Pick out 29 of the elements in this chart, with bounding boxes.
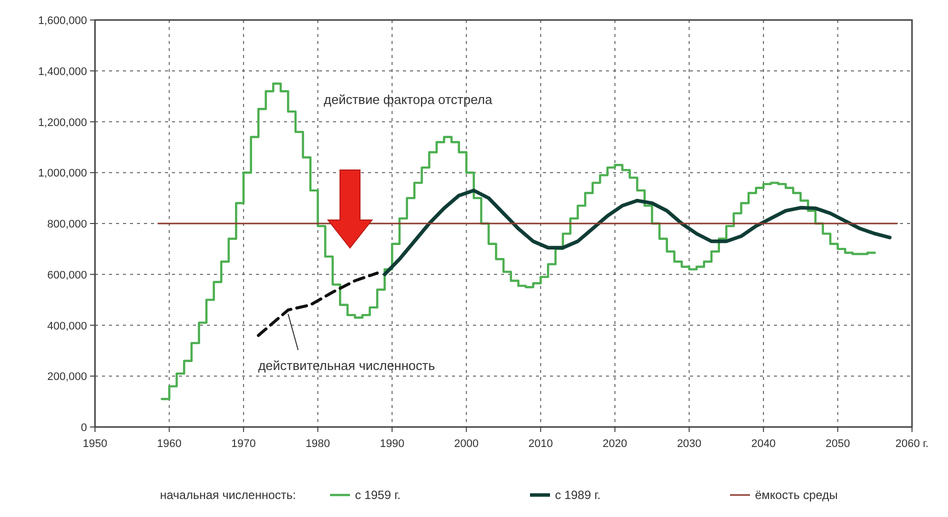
line-series — [256, 272, 379, 337]
x-tick-label: 1950 — [82, 438, 108, 450]
y-tick-label: 200,000 — [47, 371, 87, 384]
y-tick-label: 1,400,000 — [38, 66, 87, 78]
legend-label: ёмкость среды — [755, 488, 838, 502]
annotation: действие фактора отстрела — [324, 92, 493, 107]
x-tick-label: 2060 г. — [895, 438, 929, 450]
series-label: действительная численность — [258, 358, 436, 373]
y-tick-label: 400,000 — [47, 320, 87, 332]
y-tick-label: 800,000 — [47, 218, 87, 230]
legend-label: с 1959 г. — [355, 488, 401, 502]
x-tick-label: 1980 — [306, 438, 330, 450]
x-tick-label: 2050 — [825, 438, 850, 450]
y-tick-label: 1,000,000 — [38, 168, 87, 180]
x-tick-label: 1970 — [231, 438, 256, 450]
x-tick-label: 2000 — [454, 438, 479, 450]
x-tick-label: 2020 — [602, 438, 628, 450]
y-tick-label: 600,000 — [47, 269, 87, 282]
legend-title: начальная численность: — [160, 488, 296, 502]
x-tick-label: 1960 — [157, 438, 182, 450]
x-tick-label: 2010 — [528, 438, 553, 450]
x-tick-label: 2030 — [676, 438, 702, 450]
legend-label: с 1989 г. — [555, 488, 601, 502]
y-tick-label: 1,200,000 — [38, 116, 87, 129]
y-tick-label: 1,600,000 — [38, 15, 87, 27]
x-tick-label: 2040 — [751, 438, 776, 450]
y-tick-label: 0 — [80, 422, 87, 434]
x-tick-label: 1990 — [380, 438, 404, 450]
line-series — [382, 188, 892, 276]
